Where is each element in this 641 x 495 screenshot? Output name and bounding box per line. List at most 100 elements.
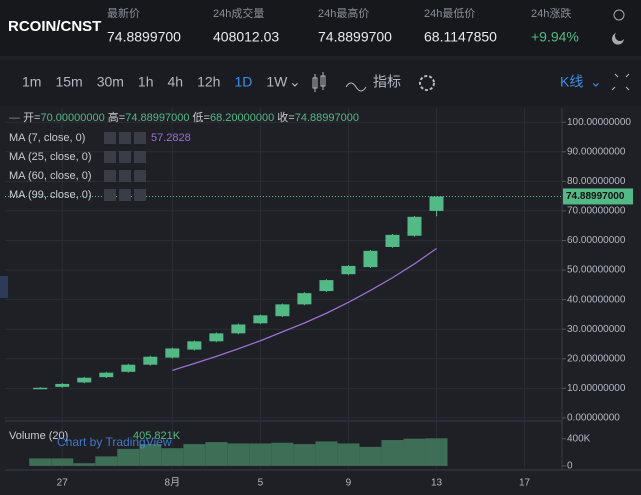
interval-button[interactable]: 1D xyxy=(234,74,252,90)
stat-label: 最新价 xyxy=(107,6,140,20)
volume-value: 405.821K xyxy=(133,430,181,442)
stat-value: 74.8899700 xyxy=(107,29,181,45)
legend-marker: — xyxy=(9,112,23,124)
y-tick-label: 0.00000000 xyxy=(567,413,620,424)
volume-bar xyxy=(227,443,250,466)
candle-body xyxy=(143,356,158,365)
ma-control[interactable] xyxy=(119,151,131,163)
volume-bar xyxy=(337,443,360,466)
ma-control[interactable] xyxy=(104,151,116,163)
volume-bar xyxy=(293,444,316,466)
stat-value: 68.1147850 xyxy=(424,29,497,45)
y-tick-label: 30.00000000 xyxy=(567,324,626,335)
candle-body xyxy=(33,387,48,390)
last-price-box xyxy=(563,188,633,205)
candle-body xyxy=(165,348,180,358)
pair-name: RCOIN/CNST xyxy=(8,18,101,35)
interval-button[interactable]: 1W xyxy=(266,74,288,90)
ma-control[interactable] xyxy=(104,132,116,144)
volume-bar xyxy=(315,441,338,466)
x-tick-label: 17 xyxy=(519,478,531,489)
candle-body xyxy=(209,333,224,342)
ma-control[interactable] xyxy=(119,170,131,182)
chart-type-menu[interactable]: ⌄ xyxy=(590,74,602,90)
y-tick-label: 90.00000000 xyxy=(567,146,626,157)
candle-body xyxy=(121,364,136,372)
side-toggle[interactable] xyxy=(0,276,8,298)
x-tick-label: 5 xyxy=(258,478,264,489)
interval-button[interactable]: 4h xyxy=(168,74,184,90)
ma-value: 57.2828 xyxy=(151,132,191,144)
volume-bar xyxy=(425,438,448,466)
candle-body xyxy=(297,293,312,305)
volume-bar xyxy=(73,463,96,466)
volume-legend: Volume (20) xyxy=(9,430,68,442)
x-tick-label: 9 xyxy=(346,478,352,489)
volume-bar xyxy=(183,444,206,466)
candle-body xyxy=(341,265,356,275)
volume-bar xyxy=(359,446,382,466)
ma-legend: MA (99, close, 0) xyxy=(9,189,92,201)
last-price-label: 74.88997000 xyxy=(566,191,625,202)
ma-line xyxy=(172,247,437,371)
volume-bar xyxy=(95,456,118,466)
legend-label: 高= xyxy=(108,110,125,124)
candle-body xyxy=(253,315,268,324)
candle-body xyxy=(275,304,290,317)
ma-control[interactable] xyxy=(104,170,116,182)
interval-button[interactable]: 15m xyxy=(55,74,82,90)
y-tick-label: 100.00000000 xyxy=(567,117,631,128)
volume-bar xyxy=(29,458,52,466)
candle-body xyxy=(77,377,92,383)
watermark: Chart by TradingView xyxy=(57,435,172,449)
y-tick-label: 50.00000000 xyxy=(567,265,626,276)
x-tick-label: 8月 xyxy=(165,477,181,489)
ma-control[interactable] xyxy=(119,189,131,201)
candle-body xyxy=(99,372,114,378)
candle-body xyxy=(319,280,334,292)
indicators-button[interactable]: 指标 xyxy=(373,74,401,90)
stat-label: 24h最低价 xyxy=(424,7,475,20)
ma-control[interactable] xyxy=(134,132,146,144)
chart-type[interactable]: K线 xyxy=(560,74,583,90)
more-intervals[interactable]: ⌄ xyxy=(289,74,301,90)
legend-label: 开= xyxy=(23,112,40,124)
ma-control[interactable] xyxy=(119,132,131,144)
interval-button[interactable]: 1h xyxy=(138,74,154,90)
stat-label: 24h涨跌 xyxy=(531,6,571,20)
volume-tick-label: 400K xyxy=(567,433,591,444)
volume-bar xyxy=(249,443,272,466)
interval-button[interactable]: 1m xyxy=(22,74,41,90)
settings-icon[interactable] xyxy=(419,75,435,91)
theme-dark-icon[interactable] xyxy=(612,33,624,45)
interval-button[interactable]: 12h xyxy=(197,74,220,90)
volume-bar xyxy=(117,448,140,466)
volume-bar xyxy=(403,438,426,466)
volume-bar xyxy=(271,442,294,466)
ma-control[interactable] xyxy=(134,151,146,163)
stat-label: 24h成交量 xyxy=(213,6,264,20)
legend-value: 74.88997000 xyxy=(125,112,189,124)
theme-light-icon[interactable] xyxy=(613,9,625,21)
ohlc-legend: — 开=70.00000000 高=74.88997000 低=68.20000… xyxy=(9,110,359,124)
ma-control[interactable] xyxy=(134,170,146,182)
stat-label: 24h最高价 xyxy=(318,6,369,20)
stat-value: 408012.03 xyxy=(213,29,279,45)
y-tick-label: 10.00000000 xyxy=(567,383,626,394)
volume-tick-label: 0 xyxy=(567,461,573,472)
volume-bar xyxy=(381,440,404,466)
y-tick-label: 80.00000000 xyxy=(567,176,626,187)
ma-control[interactable] xyxy=(104,189,116,201)
ma-legend: MA (25, close, 0) xyxy=(9,151,92,163)
candle-body xyxy=(187,341,202,350)
x-tick-label: 13 xyxy=(431,478,443,489)
x-tick-label: 27 xyxy=(57,478,69,489)
y-tick-label: 60.00000000 xyxy=(567,235,626,246)
fullscreen-icon[interactable] xyxy=(611,73,630,91)
indicator-icon[interactable] xyxy=(345,82,367,92)
interval-button[interactable]: 30m xyxy=(97,74,124,90)
ma-control[interactable] xyxy=(134,189,146,201)
stat-value: +9.94% xyxy=(531,29,579,45)
candle-icon[interactable] xyxy=(312,72,326,92)
